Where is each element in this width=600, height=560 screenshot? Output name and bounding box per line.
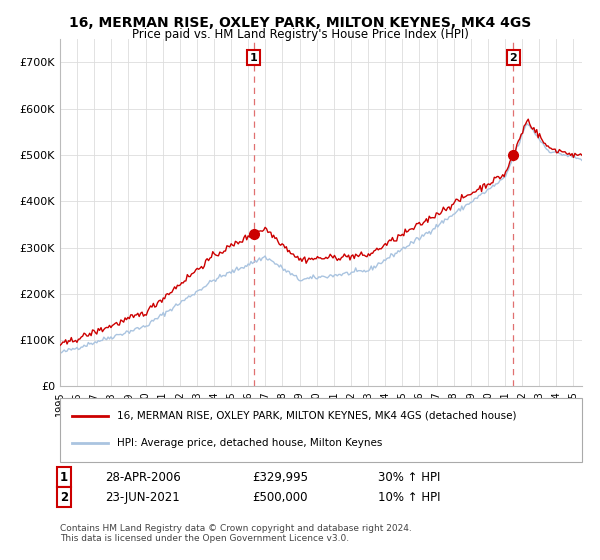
Text: £500,000: £500,000: [252, 491, 308, 504]
Text: £329,995: £329,995: [252, 470, 308, 484]
Text: 16, MERMAN RISE, OXLEY PARK, MILTON KEYNES, MK4 4GS (detached house): 16, MERMAN RISE, OXLEY PARK, MILTON KEYN…: [117, 410, 517, 421]
Text: 1: 1: [60, 470, 68, 484]
Text: 30% ↑ HPI: 30% ↑ HPI: [378, 470, 440, 484]
Text: Contains HM Land Registry data © Crown copyright and database right 2024.
This d: Contains HM Land Registry data © Crown c…: [60, 524, 412, 543]
Text: 28-APR-2006: 28-APR-2006: [105, 470, 181, 484]
Text: 23-JUN-2021: 23-JUN-2021: [105, 491, 180, 504]
Text: 10% ↑ HPI: 10% ↑ HPI: [378, 491, 440, 504]
Text: HPI: Average price, detached house, Milton Keynes: HPI: Average price, detached house, Milt…: [117, 438, 382, 447]
Text: Price paid vs. HM Land Registry's House Price Index (HPI): Price paid vs. HM Land Registry's House …: [131, 28, 469, 41]
Text: 16, MERMAN RISE, OXLEY PARK, MILTON KEYNES, MK4 4GS: 16, MERMAN RISE, OXLEY PARK, MILTON KEYN…: [69, 16, 531, 30]
Text: 2: 2: [509, 53, 517, 63]
Text: 1: 1: [250, 53, 257, 63]
Text: 2: 2: [60, 491, 68, 504]
